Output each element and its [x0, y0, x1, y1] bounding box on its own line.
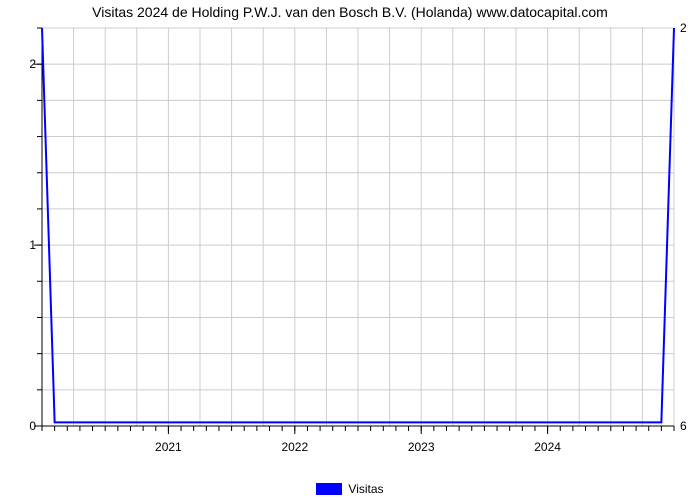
- legend: Visitas: [0, 482, 700, 496]
- y-tick-label: 0: [29, 419, 36, 433]
- right-axis-top-label: 2: [680, 21, 687, 35]
- chart-container: Visitas 2024 de Holding P.W.J. van den B…: [0, 0, 700, 500]
- chart-title: Visitas 2024 de Holding P.W.J. van den B…: [0, 4, 700, 20]
- legend-label: Visitas: [348, 482, 383, 496]
- plot-area: 012202120222023202426: [42, 28, 674, 426]
- x-tick-label: 2023: [408, 440, 435, 454]
- x-tick-label: 2024: [534, 440, 561, 454]
- right-axis-bottom-label: 6: [680, 419, 687, 433]
- legend-swatch: [316, 483, 342, 495]
- y-tick-label: 1: [29, 238, 36, 252]
- x-tick-label: 2022: [281, 440, 308, 454]
- plot-svg: [42, 28, 674, 426]
- x-tick-label: 2021: [155, 440, 182, 454]
- y-tick-label: 2: [29, 57, 36, 71]
